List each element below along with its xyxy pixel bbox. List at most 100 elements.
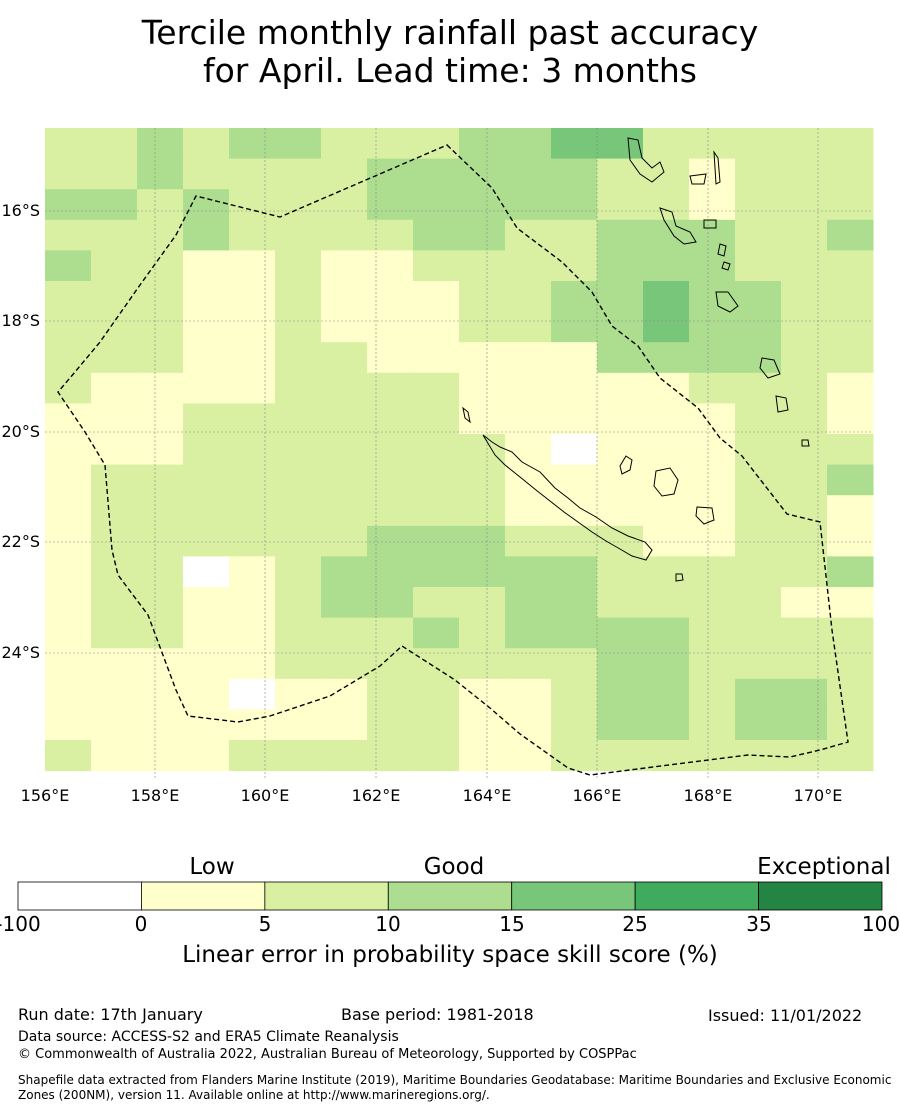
skill-cell [643,158,690,190]
skill-grid [45,128,874,772]
skill-cell [597,311,644,343]
skill-cell [321,128,368,160]
skill-cell [689,189,736,221]
lon-tick-170e: 170°E [793,786,843,805]
skill-cell [367,219,414,251]
skill-cell [45,495,92,527]
colorbar-category-exceptional: Exceptional [757,854,891,880]
skill-cell [183,587,230,619]
colorbar-tick: 15 [499,912,525,936]
skill-cell [689,648,736,680]
skill-cell [597,128,644,160]
skill-cell [413,709,460,741]
skill-cell [597,648,644,680]
skill-cell [827,219,874,251]
skill-cell [551,128,598,160]
skill-cell [551,648,598,680]
skill-cell [321,648,368,680]
skill-cell [643,678,690,710]
skill-cell [137,648,184,680]
skill-cell [413,342,460,374]
skill-cell [827,709,874,741]
skill-cell [735,525,782,557]
skill-cell [551,403,598,435]
colorbar-segment [758,881,883,911]
title-line-1: Tercile monthly rainfall past accuracy [141,13,759,52]
copyright: © Commonwealth of Australia 2022, Austra… [18,1047,637,1062]
skill-cell [367,372,414,404]
lon-tick-166e: 166°E [572,786,622,805]
run-date: Run date: 17th January [18,1005,203,1024]
skill-cell [413,740,460,772]
skill-cell [551,281,598,313]
skill-cell [367,250,414,282]
skill-cell [643,587,690,619]
skill-cell [781,678,828,710]
skill-cell [229,740,276,772]
skill-cell [459,617,506,649]
skill-cell [781,372,828,404]
skill-cell [505,617,552,649]
skill-cell [91,219,138,251]
skill-cell [781,403,828,435]
skill-cell [183,678,230,710]
colorbar-label: Linear error in probability space skill … [182,942,718,968]
skill-cell [505,128,552,160]
colorbar-tick: 35 [746,912,772,936]
skill-cell [827,678,874,710]
skill-cell [183,709,230,741]
skill-cell [229,372,276,404]
skill-cell [459,311,506,343]
espiritu-santo-island [627,137,665,183]
skill-cell [91,709,138,741]
skill-cell [459,740,506,772]
lon-tick-164e: 164°E [462,786,512,805]
skill-cell [137,678,184,710]
skill-cell [505,372,552,404]
skill-cell [459,709,506,741]
skill-cell [275,617,322,649]
epi-island [717,243,727,257]
lon-tick-158e: 158°E [130,786,180,805]
skill-cell [183,464,230,496]
skill-cell [137,250,184,282]
skill-cell [597,709,644,741]
skill-cell [597,617,644,649]
skill-cell [505,189,552,221]
skill-cell [827,189,874,221]
skill-cell [321,311,368,343]
ouvea-island [619,455,633,475]
skill-cell [689,281,736,313]
skill-cell [735,648,782,680]
skill-cell [735,281,782,313]
skill-cell [137,740,184,772]
skill-cell [827,617,874,649]
skill-cell [137,617,184,649]
skill-cell [551,709,598,741]
skill-cell [275,219,322,251]
lon-tick-162e: 162°E [351,786,401,805]
skill-cell [413,311,460,343]
skill-cell [91,495,138,527]
pentecost-island [713,150,721,185]
lat-tick-22s: 22°S [1,532,40,551]
skill-cell [413,158,460,190]
skill-cell [735,342,782,374]
colorbar-segment [141,881,266,911]
skill-cell [321,281,368,313]
skill-cell [229,648,276,680]
skill-cell [459,128,506,160]
skill-cell [413,250,460,282]
tanna-island [775,395,789,413]
skill-cell [275,740,322,772]
skill-cell [137,281,184,313]
skill-cell [735,678,782,710]
skill-cell [91,434,138,466]
skill-cell [229,158,276,190]
skill-cell [229,556,276,588]
skill-cell [505,709,552,741]
skill-cell [551,587,598,619]
skill-cell [505,342,552,374]
data-source: Data source: ACCESS-S2 and ERA5 Climate … [18,1029,399,1045]
skill-cell [183,525,230,557]
